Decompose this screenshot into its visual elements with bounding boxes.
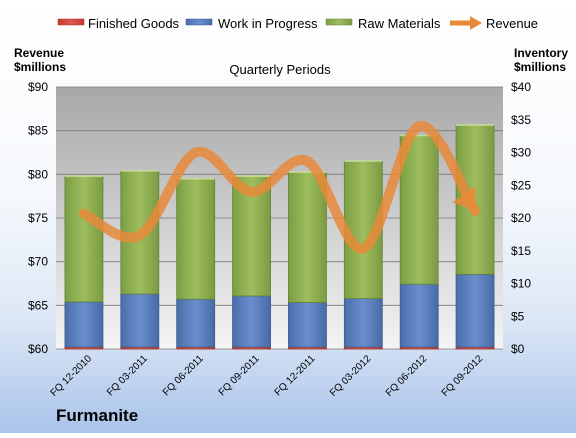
- right-tick-label: $0: [511, 342, 525, 356]
- bar-work-in-progress: [65, 302, 103, 347]
- left-tick-label: $70: [28, 255, 48, 269]
- bar-work-in-progress: [400, 284, 438, 347]
- bar-work-in-progress: [177, 299, 215, 347]
- legend-label-raw-materials: Raw Materials: [358, 16, 441, 31]
- left-tick-label: $85: [28, 124, 48, 138]
- bar-raw-materials: [177, 179, 215, 300]
- legend-swatch-raw-materials: [326, 19, 352, 25]
- left-axis-title-line1: Revenue: [14, 46, 64, 60]
- right-tick-label: $15: [511, 244, 531, 258]
- bar-work-in-progress: [344, 299, 382, 347]
- right-tick-label: $25: [511, 178, 531, 192]
- legend-label-revenue: Revenue: [486, 16, 538, 31]
- left-tick-label: $80: [28, 167, 48, 181]
- legend-label-work-in-progress: Work in Progress: [218, 16, 318, 31]
- right-tick-label: $5: [511, 309, 525, 323]
- left-tick-label: $60: [28, 342, 48, 356]
- right-tick-label: $40: [511, 80, 531, 94]
- x-tick-label: FQ 03-2012: [328, 353, 374, 399]
- right-axis-title-line1: Inventory: [514, 46, 568, 60]
- bar-work-in-progress: [456, 274, 494, 347]
- chart-subtitle: Quarterly Periods: [229, 62, 331, 77]
- right-axis-title-line2: $millions: [514, 60, 566, 74]
- x-tick-label: FQ 06-2012: [384, 353, 430, 399]
- legend-swatch-revenue: [450, 16, 482, 30]
- bar-work-in-progress: [121, 294, 159, 347]
- left-tick-label: $75: [28, 211, 48, 225]
- left-axis: $60 $65 $70 $75 $80 $85 $90: [28, 80, 48, 356]
- legend-label-finished-goods: Finished Goods: [88, 16, 180, 31]
- x-tick-label: FQ 12-2010: [49, 353, 95, 399]
- right-tick-label: $20: [511, 211, 531, 225]
- x-tick-label: FQ 03-2011: [105, 353, 150, 398]
- x-tick-label: FQ 12-2011: [273, 353, 318, 398]
- x-tick-label: FQ 09-2011: [217, 353, 262, 398]
- company-name: Furmanite: [56, 406, 138, 425]
- right-axis: $0 $5 $10 $15 $20 $25 $30 $35 $40: [511, 80, 531, 356]
- bar-raw-materials: [288, 172, 326, 302]
- legend: Finished Goods Work in Progress Raw Mate…: [58, 16, 538, 31]
- legend-swatch-work-in-progress: [186, 19, 212, 25]
- bar-work-in-progress: [233, 296, 271, 347]
- left-tick-label: $90: [28, 80, 48, 94]
- x-tick-label: FQ 06-2011: [161, 353, 206, 398]
- right-tick-label: $10: [511, 277, 531, 291]
- left-axis-title-line2: $millions: [14, 60, 66, 74]
- legend-swatch-finished-goods: [58, 19, 84, 25]
- left-tick-label: $65: [28, 298, 48, 312]
- right-tick-label: $30: [511, 146, 531, 160]
- x-tick-label: FQ 09-2012: [440, 353, 486, 399]
- right-tick-label: $35: [511, 113, 531, 127]
- bar-raw-materials: [65, 176, 103, 302]
- bar-work-in-progress: [288, 302, 326, 347]
